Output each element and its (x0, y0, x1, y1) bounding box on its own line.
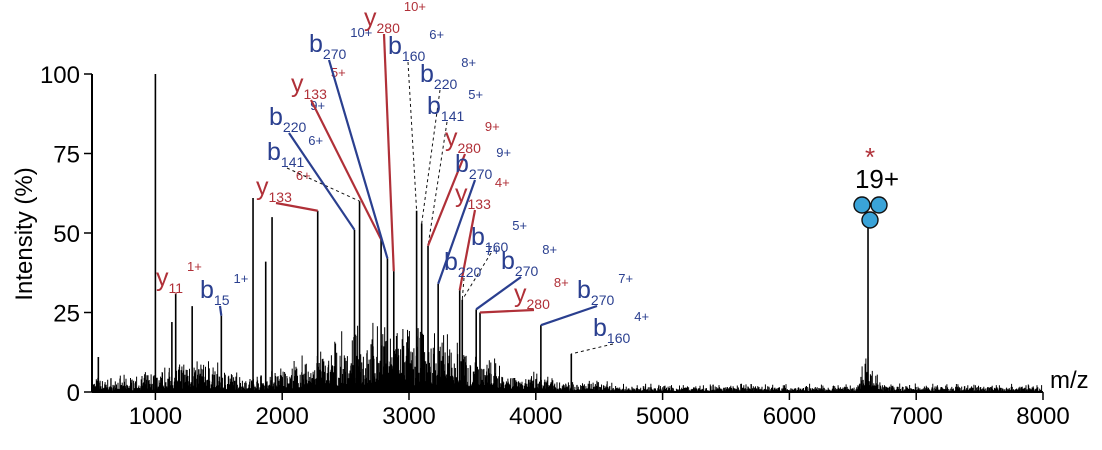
ion-leader-line (437, 179, 477, 285)
ion-annotation: b2209+ (269, 98, 356, 231)
ion-label: y28010+ (364, 0, 426, 36)
ion-leader-line (218, 305, 223, 316)
ion-label: b2707+ (577, 271, 633, 308)
ion-annotation: b2709+ (437, 145, 511, 285)
y-tick-label: 50 (53, 221, 80, 248)
axes: m/z Intensity (%) (11, 74, 1089, 394)
ion-annotation: b27010+ (309, 25, 389, 259)
ion-label: y1336+ (256, 168, 311, 205)
glycan-circle-icon (853, 196, 871, 214)
ion-leader-line (310, 99, 383, 240)
ion-label: b2208+ (420, 55, 476, 92)
x-tick-label: 1000 (129, 403, 182, 430)
ion-label: b1604+ (593, 309, 649, 346)
ion-label: b27010+ (309, 25, 372, 62)
ion-annotation: y111+ (156, 259, 202, 296)
x-axis-title: m/z (1050, 367, 1089, 394)
ion-label: y1335+ (291, 65, 346, 102)
ion-leader-line (571, 343, 614, 355)
glycan-circle-icon (870, 196, 888, 214)
ion-annotation: b2707+ (540, 271, 633, 327)
x-tick-label: 5000 (636, 403, 689, 430)
ion-leader-line (421, 89, 441, 224)
ion-label: b2209+ (269, 98, 325, 135)
ion-label: y2808+ (514, 275, 569, 312)
ion-leader-line (426, 153, 467, 247)
ion-leader-line (458, 209, 477, 291)
ion-annotation: b1606+ (388, 27, 444, 211)
ion-annotation: b1416+ (267, 133, 360, 202)
ion-annotation: b1415+ (427, 87, 483, 246)
ion-label: b1606+ (388, 27, 444, 64)
x-tick-label: 7000 (890, 403, 943, 430)
ion-annotation: y28010+ (364, 0, 426, 272)
ion-leader-line (327, 59, 389, 259)
y-tick-label: 100 (40, 62, 80, 89)
y-axis-title: Intensity (%) (11, 167, 38, 300)
spectrum-noise (92, 322, 1043, 392)
ion-annotation: b2208+ (420, 55, 476, 224)
ion-leader-line (407, 61, 418, 211)
x-tick-label: 3000 (382, 403, 435, 430)
charge-star-marker: * (865, 142, 875, 172)
y-tick-label: 0 (67, 380, 80, 407)
ion-leader-line (475, 276, 522, 311)
ion-label: b1416+ (267, 133, 323, 170)
ion-leader-line (461, 277, 465, 300)
ion-annotation: b151+ (200, 271, 248, 316)
ion-annotation: b2708+ (475, 242, 557, 311)
y-tick-label: 75 (53, 142, 80, 169)
axis-ticks: 1000 2000 3000 4000 5000 6000 7000 8000 0 25 50 75 1… (40, 62, 1070, 430)
ion-leader-line (286, 167, 360, 202)
ion-leader-line (275, 201, 318, 212)
ion-label: y111+ (156, 259, 202, 296)
ion-leader-line (288, 132, 356, 231)
ion-leader-line (382, 33, 395, 272)
x-tick-label: 2000 (256, 403, 309, 430)
ion-label: b2709+ (455, 145, 511, 182)
ion-label: b1415+ (427, 87, 483, 124)
ion-annotation: y2809+ (426, 119, 500, 247)
ion-annotation: y1334+ (455, 175, 510, 291)
charge-state-label: 19+ (855, 164, 899, 194)
charge-state-group: * 19+ (853, 142, 899, 229)
ion-annotations: y111+b151+ y1336+b1416+b2209+y1335+b27010… (156, 0, 649, 355)
ion-label: y2809+ (445, 119, 500, 156)
x-tick-label: 6000 (763, 403, 816, 430)
ion-leader-line (540, 304, 598, 327)
ion-label: b151+ (200, 271, 248, 308)
ion-leader-line (479, 308, 535, 314)
spectrum-layer (92, 74, 1043, 392)
x-tick-label: 8000 (1016, 403, 1069, 430)
ion-label: y1334+ (455, 175, 510, 212)
ion-annotation: b1605+ (461, 218, 527, 301)
y-tick-label: 25 (53, 301, 80, 328)
ion-leader-line (427, 121, 448, 246)
glycan-circle-icon (861, 211, 879, 229)
x-tick-label: 4000 (509, 403, 562, 430)
ion-annotation: y1336+ (256, 168, 318, 212)
ion-annotation: y1335+ (291, 65, 383, 240)
ion-annotation: b2207+ (444, 243, 500, 300)
ion-label: b2207+ (444, 243, 500, 280)
ion-annotation: y2808+ (479, 275, 569, 314)
ion-label: b1605+ (471, 218, 527, 255)
ion-label: b2708+ (501, 242, 557, 279)
ion-annotation: b1604+ (571, 309, 649, 355)
